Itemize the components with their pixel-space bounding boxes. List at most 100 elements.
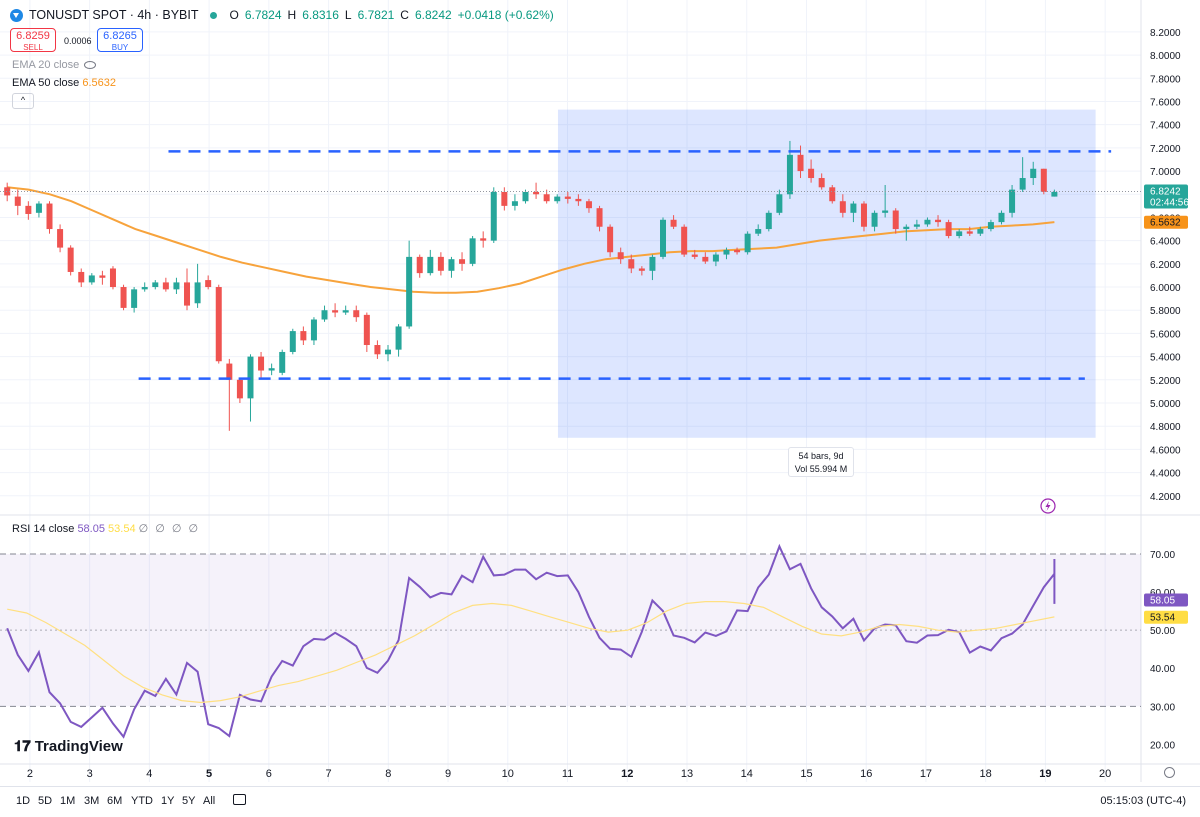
- candle-body: [109, 268, 116, 288]
- spread-value: 0.0006: [64, 36, 92, 46]
- candle-body: [88, 275, 95, 283]
- calendar-icon[interactable]: [233, 794, 246, 805]
- candle-body: [194, 282, 201, 304]
- eye-hidden-icon[interactable]: [84, 61, 97, 70]
- price-tick-label: 7.6000: [1150, 97, 1181, 108]
- time-tick-label: 18: [980, 768, 992, 780]
- candle-body: [638, 268, 645, 271]
- candle-body: [617, 252, 624, 260]
- candle-body: [25, 205, 32, 214]
- time-tick-label: 3: [87, 768, 93, 780]
- candle-body: [522, 191, 529, 202]
- candle-body: [184, 282, 191, 306]
- candle-body: [585, 201, 592, 209]
- candle-body: [395, 326, 402, 350]
- time-tick-label: 7: [326, 768, 332, 780]
- candle-body: [448, 259, 455, 271]
- candle-body: [78, 271, 85, 283]
- candle-body: [744, 233, 751, 253]
- rsi-legend[interactable]: RSI 14 close 58.05 53.54 ∅ ∅ ∅ ∅: [12, 523, 201, 535]
- market-open-icon: [210, 11, 218, 19]
- time-tick-label: 2: [27, 768, 33, 780]
- candle-body: [226, 363, 233, 380]
- candle-body: [596, 208, 603, 227]
- candle-body: [554, 196, 561, 202]
- symbol-title[interactable]: TONUSDT SPOT · 4h · BYBIT: [29, 8, 199, 22]
- buy-button[interactable]: 6.8265 BUY: [97, 28, 143, 52]
- candle-body: [945, 222, 952, 237]
- candle-body: [776, 194, 783, 213]
- candle-body: [797, 154, 804, 172]
- time-tick-label: 12: [621, 768, 633, 780]
- candle-body: [987, 222, 994, 230]
- sell-button[interactable]: 6.8259 SELL: [10, 28, 56, 52]
- range-button-6m[interactable]: 6M: [107, 795, 123, 807]
- candle-body: [342, 310, 349, 313]
- candle-body: [924, 219, 931, 225]
- candle-body: [1030, 168, 1037, 179]
- candle-body: [575, 198, 582, 202]
- range-button-1y[interactable]: 1Y: [161, 795, 175, 807]
- high-value: 6.8316: [302, 8, 339, 22]
- time-tick-label: 19: [1039, 768, 1051, 780]
- last-price-badge-text: 02:44:56: [1150, 197, 1189, 208]
- candle-body: [871, 212, 878, 227]
- candle-body: [829, 187, 836, 202]
- range-button-3m[interactable]: 3M: [84, 795, 100, 807]
- measure-rect: [557, 109, 1096, 438]
- candle-body: [913, 224, 920, 227]
- price-tick-label: 5.2000: [1150, 376, 1181, 387]
- candle-body: [236, 379, 243, 399]
- lightning-icon-bolt: [1045, 501, 1051, 511]
- rsi-tick-label: 50.00: [1150, 626, 1175, 637]
- range-button-1m[interactable]: 1M: [60, 795, 76, 807]
- rsi-badge: [1144, 593, 1188, 607]
- level-lines: [0, 150, 1141, 380]
- gear-icon[interactable]: [1164, 767, 1175, 778]
- candle-body: [670, 219, 677, 227]
- candle-body: [892, 210, 899, 230]
- tradingview-logo[interactable]: 𝟏𝟕 TradingView: [14, 738, 123, 755]
- candle-body: [660, 219, 667, 257]
- collapse-legend-button[interactable]: ^: [12, 93, 34, 109]
- candle-body: [1009, 189, 1016, 213]
- candle-body: [258, 356, 265, 371]
- ema50-badge: [1144, 215, 1188, 229]
- candle-body: [406, 256, 413, 327]
- price-tick-label: 4.2000: [1150, 492, 1181, 503]
- ema20-legend[interactable]: EMA 20 close: [12, 59, 97, 71]
- range-button-5y[interactable]: 5Y: [182, 795, 196, 807]
- price-tick-label: 5.0000: [1150, 399, 1181, 410]
- clock[interactable]: 05:15:03 (UTC-4): [1100, 795, 1186, 807]
- ema50-legend[interactable]: EMA 50 close 6.5632: [12, 77, 116, 89]
- candle-body: [956, 231, 963, 237]
- candle-body: [427, 256, 434, 274]
- open-value: 6.7824: [244, 8, 282, 22]
- time-tick-label: 5: [206, 768, 212, 780]
- ema50-line: [7, 186, 1055, 294]
- candle-body: [300, 331, 307, 341]
- time-tick-label: 16: [860, 768, 872, 780]
- tradingview-logo-icon: 𝟏𝟕: [14, 738, 31, 755]
- rsi-tick-label: 20.00: [1150, 740, 1175, 751]
- ema50-path: [7, 186, 1055, 294]
- range-button-all[interactable]: All: [203, 795, 216, 807]
- candle-body: [860, 203, 867, 227]
- range-button-ytd[interactable]: YTD: [131, 795, 153, 807]
- range-button-1d[interactable]: 1D: [16, 795, 31, 807]
- range-button-5d[interactable]: 5D: [38, 795, 53, 807]
- candle-body: [786, 154, 793, 195]
- price-tick-label: 7.8000: [1150, 74, 1181, 85]
- candle-body: [691, 254, 698, 257]
- candle-body: [1019, 178, 1026, 190]
- rsi-ma-badge-text: 53.54: [1150, 613, 1175, 624]
- rsi-badge-text: 58.05: [1150, 596, 1175, 607]
- rsi-tick-label: 30.00: [1150, 702, 1175, 713]
- candle-body: [702, 256, 709, 262]
- candle-body: [564, 196, 571, 199]
- candle-body: [14, 196, 21, 206]
- candle-body: [607, 226, 614, 253]
- candle-body: [141, 287, 148, 290]
- candle-body: [966, 231, 973, 234]
